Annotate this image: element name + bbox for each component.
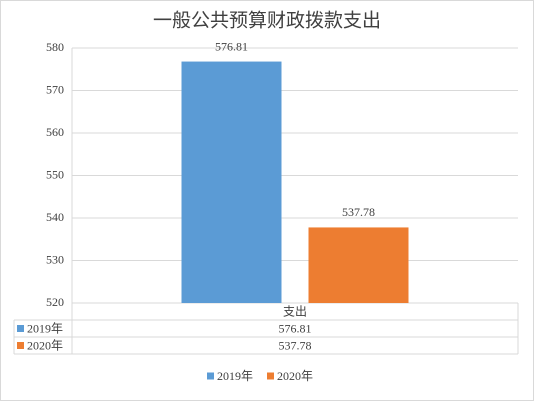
y-tick-label: 570 [46, 82, 64, 96]
legend-label: 2019年 [217, 369, 253, 383]
bar [308, 227, 409, 303]
y-tick-label: 580 [46, 40, 64, 54]
table-legend-key [17, 325, 24, 332]
y-tick-label: 560 [46, 125, 64, 139]
table-value: 576.81 [279, 321, 312, 335]
data-label: 576.81 [215, 39, 248, 53]
x-tick-label: 支出 [283, 304, 307, 318]
legend-key [207, 372, 214, 380]
legend-key [267, 372, 274, 380]
bar [181, 61, 282, 304]
y-tick-label: 520 [46, 295, 64, 309]
y-tick-label: 530 [46, 252, 64, 266]
legend-label: 2020年 [277, 369, 313, 383]
table-series-name: 2019年 [27, 321, 63, 335]
y-tick-label: 540 [46, 210, 64, 224]
chart-title: 一般公共预算财政拨款支出 [153, 9, 381, 31]
table-value: 537.78 [279, 338, 312, 352]
data-label: 537.78 [342, 205, 375, 219]
table-legend-key [17, 342, 24, 349]
table-series-name: 2020年 [27, 338, 63, 352]
y-tick-label: 550 [46, 167, 64, 181]
